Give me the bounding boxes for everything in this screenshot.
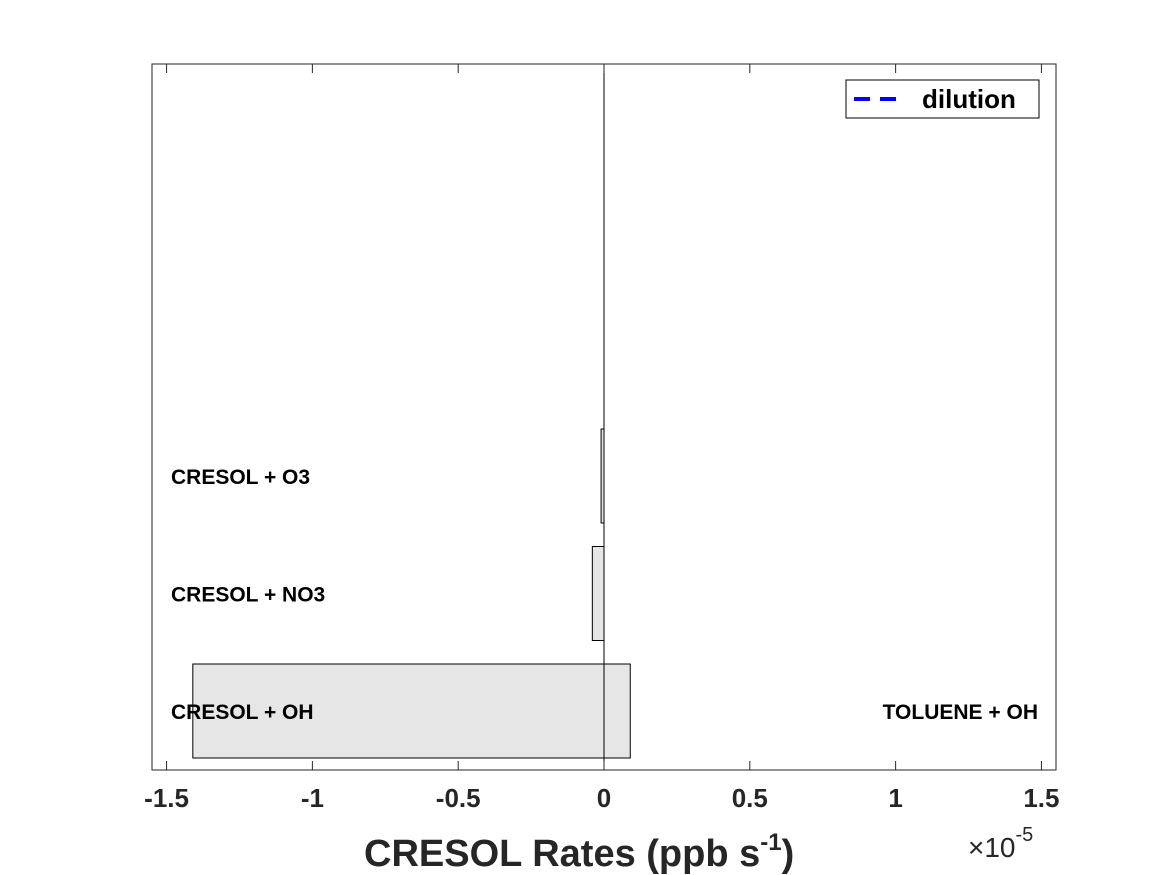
bar-labels-group: CRESOL + O3 CRESOL + NO3 CRESOL + OH TOLUEN… [171,466,1038,724]
production-bar [603,663,631,759]
loss-bar [192,663,605,759]
legend: dilution [845,79,1040,119]
x-tick-label: 0.5 [732,783,768,813]
production-bar-label: TOLUENE + OH [883,701,1038,724]
x-tick-label: 1.5 [1023,783,1059,813]
x-tick-label: 0 [597,783,611,813]
x-tick-label: -1 [301,783,324,813]
axes-group: -1.5 -1 -0.5 0 0.5 1 1.5 [144,63,1059,813]
x-tick-label: -0.5 [436,783,481,813]
loss-bar-label: CRESOL + OH [171,701,314,724]
x-tick-label: 1 [888,783,902,813]
x-tick-label: -1.5 [144,783,189,813]
loss-bar-label: CRESOL + O3 [171,466,310,489]
legend-box [845,79,1040,119]
loss-bar-label: CRESOL + NO3 [171,584,325,607]
x-axis-scale-multiplier: ×10-5 [968,824,1033,863]
loss-bar [591,546,605,641]
x-axis-label: CRESOL Rates (ppb s-1) [364,829,794,875]
bars-group [192,428,631,759]
legend-label-dilution: dilution [922,84,1016,114]
